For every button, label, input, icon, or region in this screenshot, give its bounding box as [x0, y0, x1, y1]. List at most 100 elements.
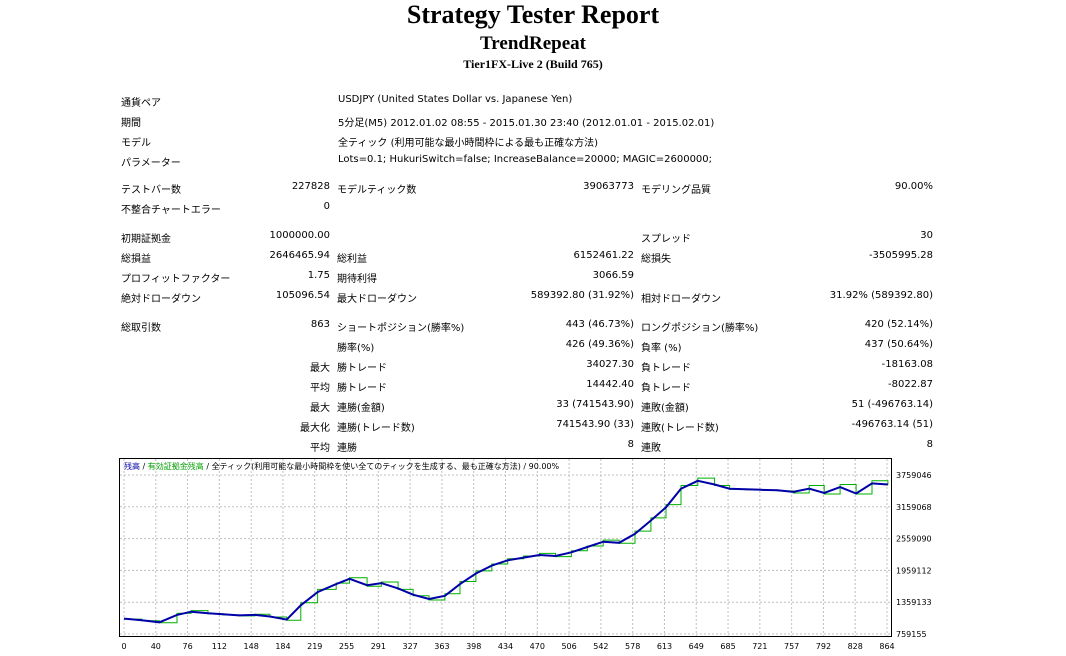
- info-row-model: モデル 全ティック (利用可能な最小時間枠による最も正確な方法): [121, 134, 598, 149]
- x-tick-label: 255: [339, 642, 354, 651]
- x-tick-label: 506: [561, 642, 576, 651]
- avg-consecutive-losses-label: 連敗: [641, 443, 661, 454]
- average-consecutive-label: 平均: [310, 443, 330, 454]
- net-profit-value: 2646465.94: [269, 250, 330, 261]
- x-tick-label: 613: [657, 642, 672, 651]
- consecutive-losses-money-label: 連敗(金額): [641, 403, 689, 414]
- x-tick-label: 327: [402, 642, 417, 651]
- y-tick-label: 3759046: [896, 471, 932, 480]
- quality-value: 90.00%: [894, 181, 933, 192]
- x-tick-label: 112: [212, 642, 227, 651]
- x-tick-label: 398: [466, 642, 481, 651]
- parameters-value: Lots=0.1; HukuriSwitch=false; IncreaseBa…: [338, 154, 713, 165]
- bars-label: テストバー数: [121, 185, 181, 196]
- absolute-drawdown-label: 絶対ドローダウン: [121, 294, 201, 305]
- avg-consecutive-wins-value: 8: [627, 439, 634, 450]
- relative-drawdown-value: 31.92% (589392.80): [829, 290, 933, 301]
- x-tick-label: 184: [275, 642, 290, 651]
- net-profit-label: 総損益: [121, 254, 151, 265]
- loss-rate-label: 負率 (%): [641, 343, 682, 354]
- x-tick-label: 291: [371, 642, 386, 651]
- gross-profit-label: 総利益: [337, 254, 367, 265]
- model-value: 全ティック (利用可能な最小時間枠による最も正確な方法): [338, 138, 599, 149]
- spread-label: スプレッド: [641, 234, 691, 245]
- loss-rate-value: 437 (50.64%): [864, 339, 933, 350]
- ticks-value: 39063773: [583, 181, 634, 192]
- consecutive-wins-money-label: 連勝(金額): [337, 403, 385, 414]
- parameters-label: パラメーター: [121, 158, 181, 169]
- symbol-label: 通貨ペア: [121, 98, 161, 109]
- x-tick-label: 148: [244, 642, 259, 651]
- largest-profit-value: 34027.30: [586, 359, 634, 370]
- spread-value: 30: [920, 230, 933, 241]
- mismatch-value: 0: [323, 201, 330, 212]
- chart-legend: 残高 / 有効証拠金残高 / 全ティック(利用可能な最小時間枠を使い全てのティッ…: [124, 461, 560, 471]
- symbol-value: USDJPY (United States Dollar vs. Japanes…: [338, 94, 573, 105]
- legend-separator: /: [140, 462, 148, 471]
- y-tick-label: 759155: [896, 630, 927, 639]
- largest-label: 最大: [310, 363, 330, 374]
- server-name: Tier1FX-Live 2 (Build 765): [463, 57, 603, 71]
- expected-payoff-value: 3066.59: [592, 270, 634, 281]
- consecutive-profit-count-value: 741543.90 (33): [556, 419, 634, 430]
- period-label: 期間: [121, 118, 141, 129]
- quality-label: モデリング品質: [641, 185, 711, 196]
- info-row-period: 期間 5分足(M5) 2012.01.02 08:55 - 2015.01.30…: [121, 114, 714, 129]
- total-trades-label: 総取引数: [121, 323, 161, 334]
- largest-loss-value: -18163.08: [881, 359, 933, 370]
- bars-value: 227828: [291, 181, 330, 192]
- win-rate-label: 勝率(%): [337, 343, 375, 354]
- x-tick-label: 578: [625, 642, 640, 651]
- consecutive-profit-count-label: 連勝(トレード数): [337, 423, 415, 434]
- x-tick-label: 0: [121, 642, 126, 651]
- report-title: Strategy Tester Report: [406, 0, 660, 29]
- absolute-drawdown-value: 105096.54: [275, 290, 330, 301]
- expert-name: TrendRepeat: [480, 33, 586, 54]
- mismatch-label: 不整合チャートエラー: [121, 205, 221, 216]
- x-axis: 0 40 76 112 148 184 219 255 291 327 363 398 434 470 50…: [121, 642, 894, 651]
- average-profit-label: 勝トレード: [337, 383, 387, 394]
- profit-factor-value: 1.75: [307, 270, 330, 281]
- x-tick-label: 434: [498, 642, 513, 651]
- gross-loss-value: -3505995.28: [868, 250, 933, 261]
- x-tick-label: 792: [816, 642, 831, 651]
- x-tick-label: 864: [879, 642, 894, 651]
- largest-profit-label: 勝トレード: [337, 363, 387, 374]
- y-tick-label: 1959112: [896, 566, 932, 575]
- short-positions-value: 443 (46.73%): [565, 319, 634, 330]
- x-tick-label: 40: [151, 642, 161, 651]
- x-tick-label: 828: [848, 642, 863, 651]
- x-tick-label: 219: [307, 642, 322, 651]
- deposit-label: 初期証拠金: [121, 234, 171, 245]
- legend-model: 全ティック(利用可能な最小時間枠を使い全てのティックを生成する、最も正確な方法)…: [212, 461, 560, 471]
- x-tick-label: 721: [752, 642, 767, 651]
- balance-line: [123, 479, 888, 624]
- maximal-drawdown-value: 589392.80 (31.92%): [530, 290, 634, 301]
- gross-loss-label: 総損失: [641, 254, 671, 265]
- largest-loss-label: 負トレード: [641, 363, 691, 374]
- x-tick-label: 363: [434, 642, 449, 651]
- win-rate-value: 426 (49.36%): [565, 339, 634, 350]
- profit-factor-label: プロフィットファクター: [121, 274, 231, 285]
- consecutive-losses-money-value: 51 (-496763.14): [851, 399, 933, 410]
- average-loss-value: -8022.87: [888, 379, 933, 390]
- x-tick-label: 685: [720, 642, 735, 651]
- y-tick-label: 2559090: [896, 535, 932, 544]
- average-label: 平均: [310, 383, 330, 394]
- long-positions-label: ロングポジション(勝率%): [641, 323, 759, 334]
- gross-profit-value: 6152461.22: [573, 250, 634, 261]
- consecutive-loss-count-label: 連敗(トレード数): [641, 423, 719, 434]
- info-row-parameters: パラメーター Lots=0.1; HukuriSwitch=false; Inc…: [121, 154, 712, 169]
- period-value: 5分足(M5) 2012.01.02 08:55 - 2015.01.30 23…: [338, 118, 715, 129]
- average-profit-value: 14442.40: [586, 379, 634, 390]
- short-positions-label: ショートポジション(勝率%): [337, 323, 465, 334]
- total-trades-value: 863: [310, 319, 330, 330]
- y-tick-label: 1359133: [896, 598, 932, 607]
- x-tick-label: 542: [593, 642, 608, 651]
- x-tick-label: 76: [182, 642, 192, 651]
- x-tick-label: 649: [689, 642, 704, 651]
- consecutive-loss-count-value: -496763.14 (51): [851, 419, 933, 430]
- expected-payoff-label: 期待利得: [337, 274, 377, 285]
- y-axis: 3759046 3159068 2559090 1959112 1359133 75915…: [896, 471, 932, 639]
- relative-drawdown-label: 相対ドローダウン: [641, 294, 721, 305]
